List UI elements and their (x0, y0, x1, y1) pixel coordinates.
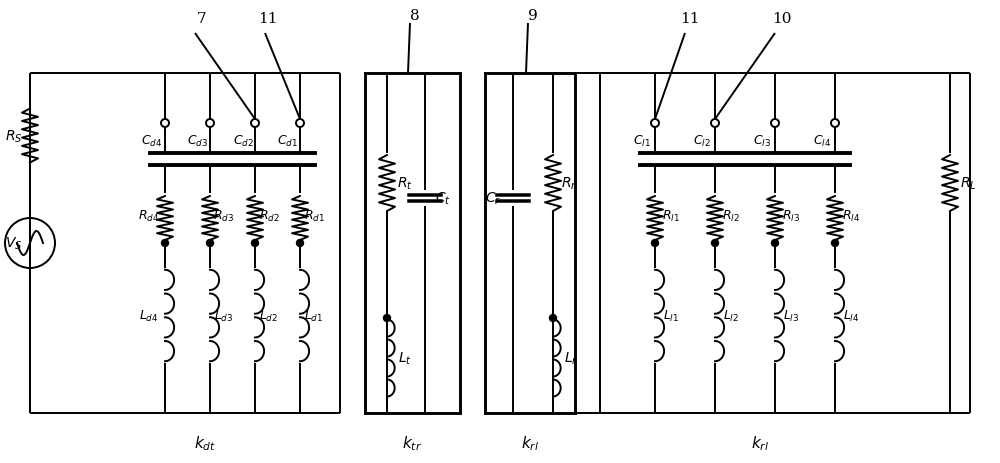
Text: $R_{l4}$: $R_{l4}$ (842, 208, 860, 223)
Circle shape (251, 120, 259, 128)
Circle shape (550, 315, 556, 322)
Circle shape (206, 120, 214, 128)
Text: $C_{d3}$: $C_{d3}$ (187, 133, 209, 148)
Text: $C_{l2}$: $C_{l2}$ (693, 133, 711, 148)
Text: $R_{l1}$: $R_{l1}$ (662, 208, 680, 223)
Text: $R_{l3}$: $R_{l3}$ (782, 208, 800, 223)
Circle shape (832, 240, 838, 247)
Text: $C_{d2}$: $C_{d2}$ (233, 133, 253, 148)
Bar (365, 74, 460, 413)
Text: $C_{d4}$: $C_{d4}$ (141, 133, 163, 148)
Text: $L_{d3}$: $L_{d3}$ (214, 308, 234, 323)
Circle shape (651, 120, 659, 128)
Text: 10: 10 (772, 12, 792, 26)
Text: $L_{l2}$: $L_{l2}$ (723, 308, 739, 323)
Text: $R_{d3}$: $R_{d3}$ (213, 208, 235, 223)
Text: 11: 11 (680, 12, 700, 26)
Text: $L_t$: $L_t$ (398, 350, 412, 366)
Text: $R_r$: $R_r$ (561, 175, 577, 192)
Circle shape (652, 240, 658, 247)
Text: $k_{tr}$: $k_{tr}$ (402, 434, 422, 452)
Text: $R_{d1}$: $R_{d1}$ (304, 208, 324, 223)
Text: $R_{l2}$: $R_{l2}$ (722, 208, 740, 223)
Circle shape (831, 120, 839, 128)
Text: $L_r$: $L_r$ (564, 350, 578, 366)
Text: $C_r$: $C_r$ (485, 190, 501, 207)
Text: $k_{rl}$: $k_{rl}$ (751, 434, 769, 452)
Circle shape (162, 240, 169, 247)
Text: 9: 9 (528, 9, 538, 23)
Text: $L_{d1}$: $L_{d1}$ (304, 308, 324, 323)
Text: $L_{d2}$: $L_{d2}$ (259, 308, 279, 323)
Text: $k_{rl}$: $k_{rl}$ (521, 434, 539, 452)
Text: $R_S$: $R_S$ (5, 128, 23, 144)
Circle shape (207, 240, 214, 247)
Circle shape (771, 120, 779, 128)
Text: $L_{l1}$: $L_{l1}$ (663, 308, 679, 323)
Text: $L_{d4}$: $L_{d4}$ (139, 308, 159, 323)
Text: $C_{l1}$: $C_{l1}$ (633, 133, 651, 148)
Text: $C_{d1}$: $C_{d1}$ (277, 133, 299, 148)
Text: $L_{l4}$: $L_{l4}$ (843, 308, 859, 323)
Bar (485, 74, 575, 413)
Circle shape (252, 240, 259, 247)
Circle shape (296, 120, 304, 128)
Circle shape (384, 315, 391, 322)
Circle shape (712, 240, 718, 247)
Text: 7: 7 (197, 12, 207, 26)
Text: $C_t$: $C_t$ (435, 190, 451, 207)
Text: $R_L$: $R_L$ (960, 175, 976, 192)
Text: $R_t$: $R_t$ (397, 175, 413, 192)
Text: $C_{l3}$: $C_{l3}$ (753, 133, 771, 148)
Text: 8: 8 (410, 9, 420, 23)
Text: $R_{d4}$: $R_{d4}$ (138, 208, 160, 223)
Text: $k_{dt}$: $k_{dt}$ (194, 434, 216, 452)
Text: 11: 11 (258, 12, 278, 26)
Text: $V_S$: $V_S$ (5, 235, 23, 252)
Text: $L_{l3}$: $L_{l3}$ (783, 308, 799, 323)
Circle shape (711, 120, 719, 128)
Circle shape (161, 120, 169, 128)
Text: $C_{l4}$: $C_{l4}$ (813, 133, 831, 148)
Circle shape (772, 240, 778, 247)
Text: $R_{d2}$: $R_{d2}$ (259, 208, 279, 223)
Circle shape (297, 240, 304, 247)
